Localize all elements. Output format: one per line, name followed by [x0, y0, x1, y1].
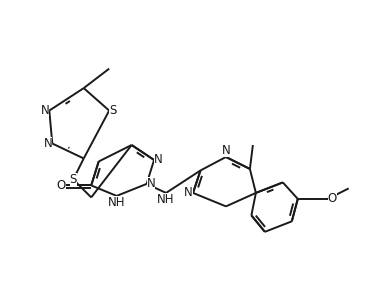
- Text: O: O: [56, 179, 66, 192]
- Text: O: O: [328, 192, 337, 205]
- Text: N: N: [154, 154, 163, 166]
- Text: N: N: [221, 144, 230, 157]
- Text: S: S: [69, 173, 77, 186]
- Text: N: N: [147, 177, 155, 190]
- Text: N: N: [44, 137, 52, 150]
- Text: S: S: [109, 104, 116, 117]
- Text: NH: NH: [157, 193, 175, 206]
- Text: N: N: [184, 186, 193, 200]
- Text: NH: NH: [108, 196, 125, 209]
- Text: N: N: [40, 104, 49, 117]
